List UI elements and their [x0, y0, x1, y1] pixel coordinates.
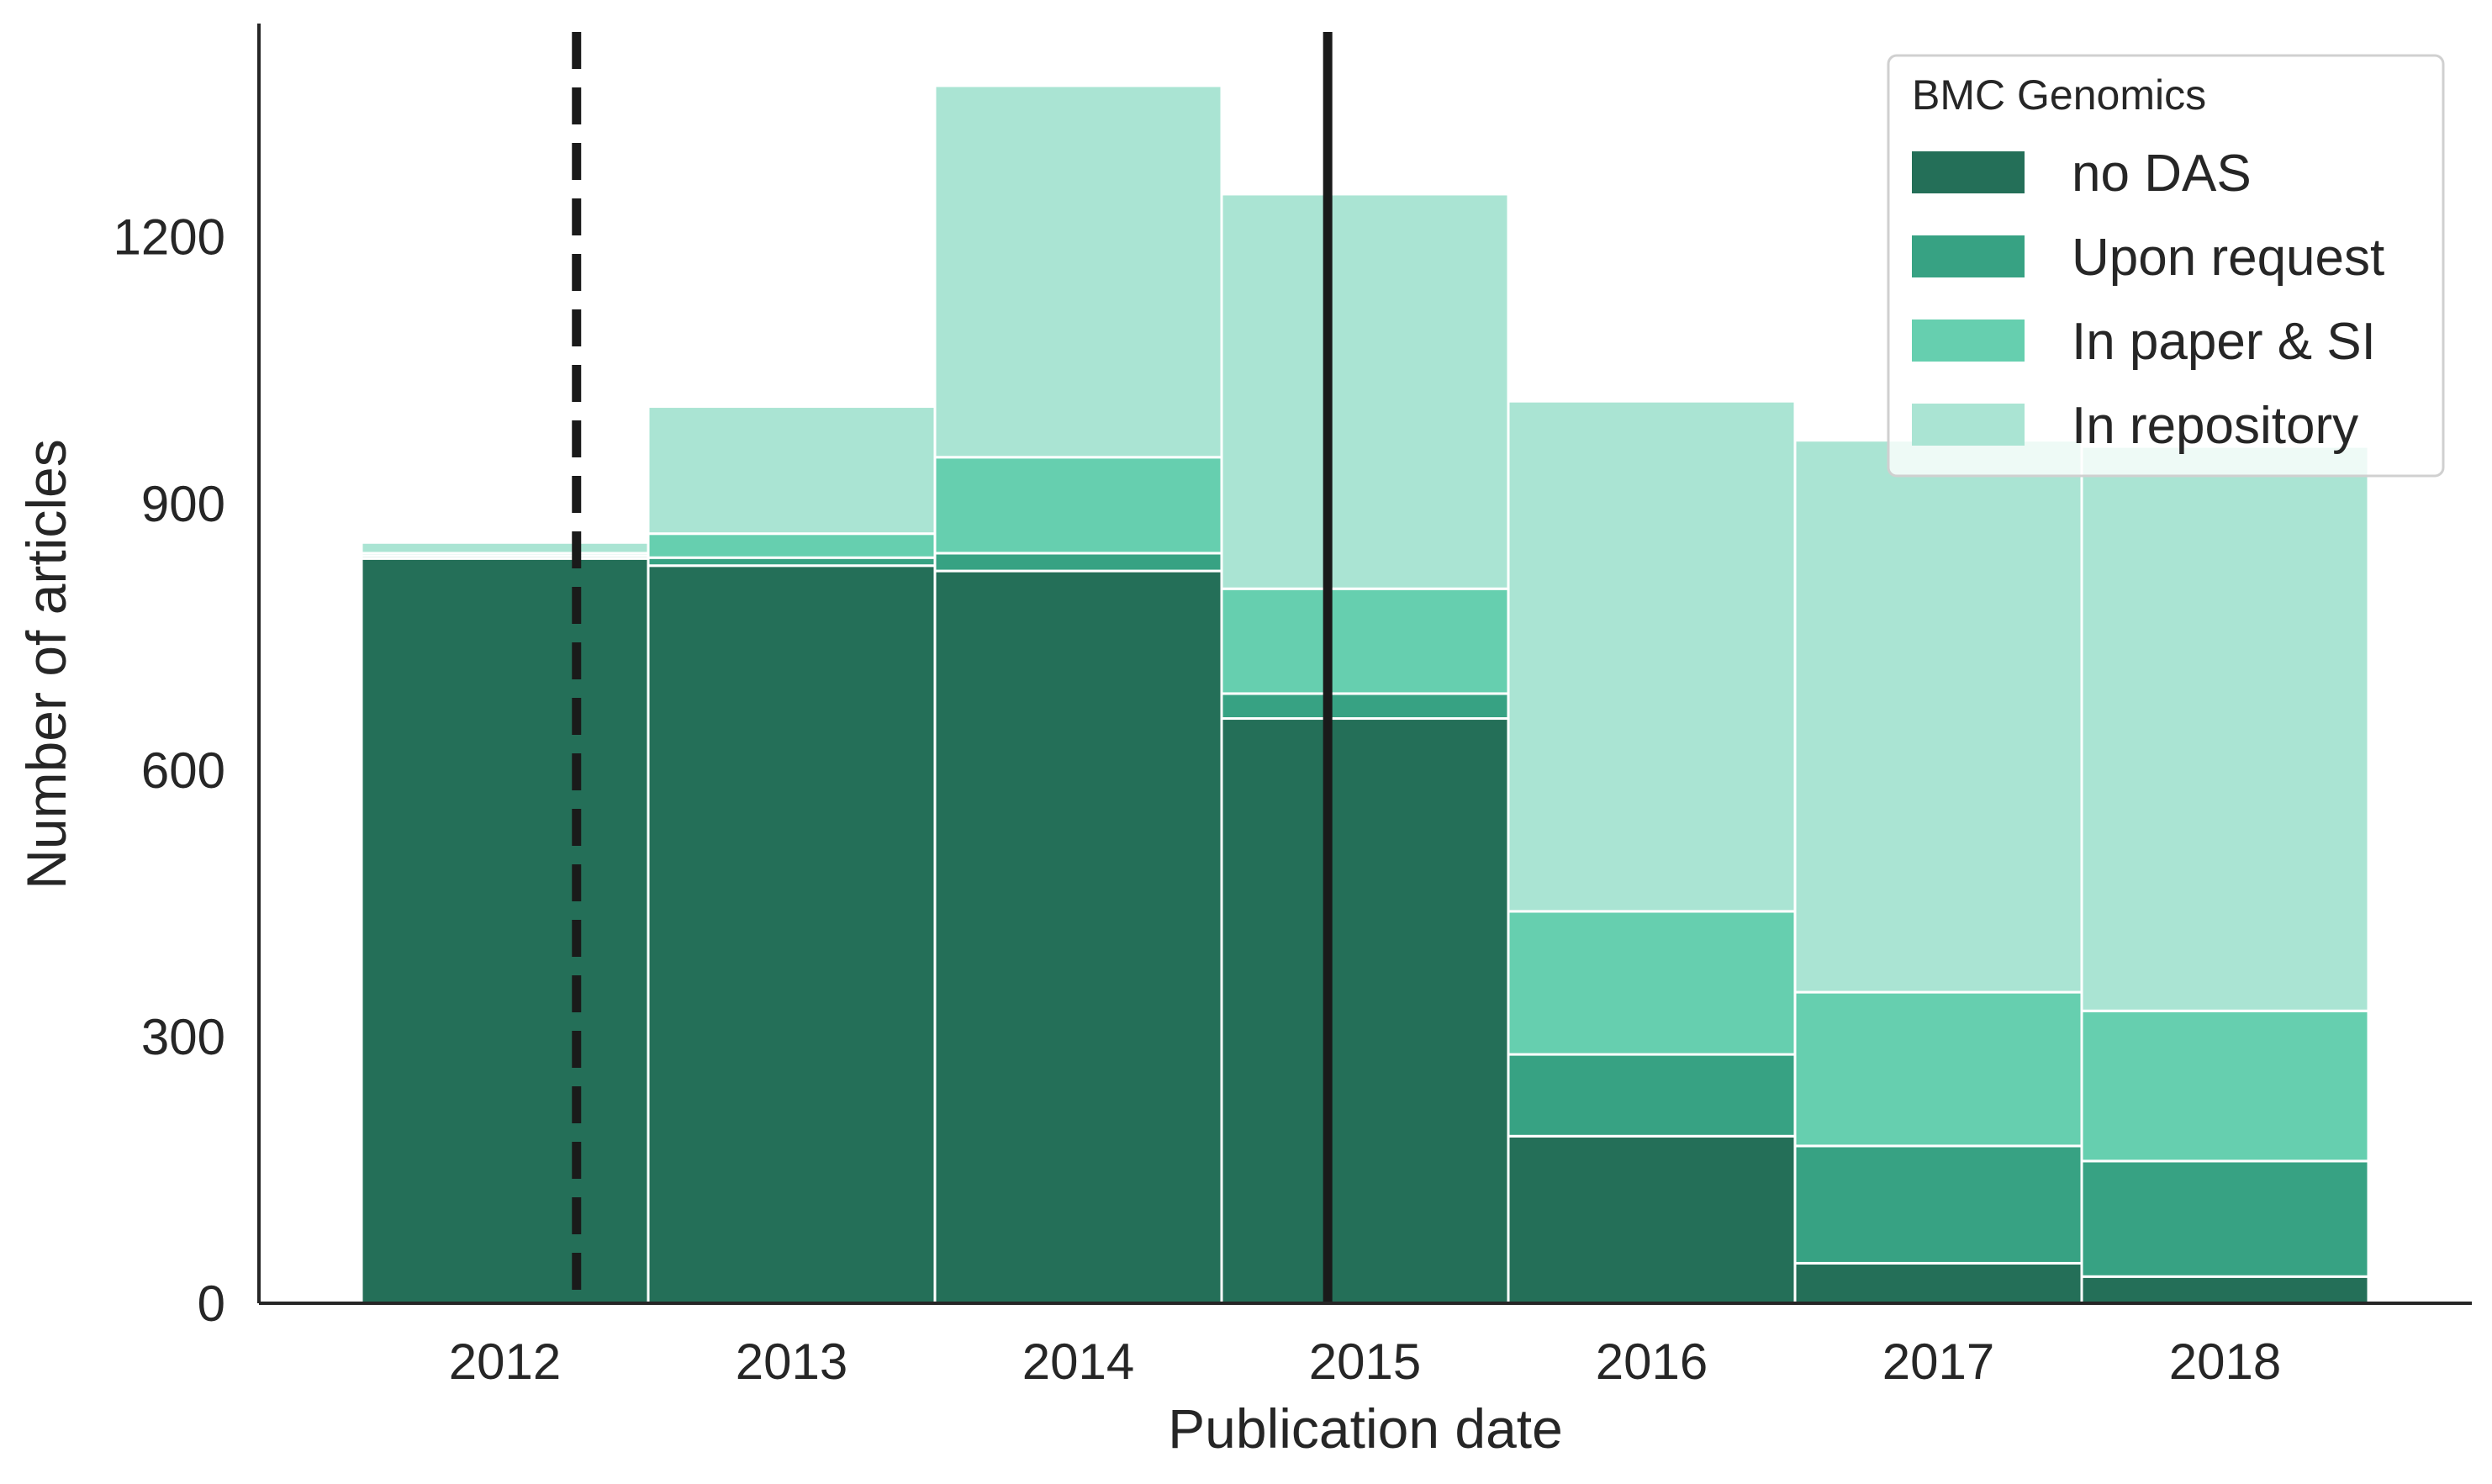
bar-2013-in-repository: [647, 405, 937, 536]
x-tick-label: 2015: [1309, 1333, 1421, 1390]
legend-swatch: [1912, 404, 2025, 446]
bars-group: [360, 84, 2370, 1305]
bar-2018-no-das: [2080, 1275, 2370, 1305]
legend-label: no DAS: [2072, 145, 2252, 203]
y-tick-labels: 0 300 600 900 1200: [114, 209, 225, 1332]
legend-title: BMC Genomics: [1912, 71, 2206, 119]
bar-2015-in-paper-si: [1220, 587, 1510, 695]
bar-2012-no-das: [360, 557, 650, 1305]
bar-2014-upon-request: [933, 552, 1223, 573]
legend-swatch: [1912, 235, 2025, 277]
x-axis-title: Publication date: [1168, 1397, 1563, 1460]
legend-label: Upon request: [2072, 229, 2384, 287]
bar-2016-in-paper-si: [1507, 910, 1797, 1056]
bar-2017-in-repository: [1793, 439, 2083, 994]
bar-2015-in-repository: [1220, 193, 1510, 590]
bar-2015-no-das: [1220, 717, 1510, 1305]
bar-2016-in-repository: [1507, 399, 1797, 913]
x-tick-label: 2018: [2169, 1333, 2281, 1390]
bar-2013-no-das: [647, 564, 937, 1305]
legend-swatch: [1912, 151, 2025, 193]
legend-label: In repository: [2072, 397, 2358, 455]
bar-2014-in-paper-si: [933, 456, 1223, 555]
x-tick-label: 2013: [736, 1333, 847, 1390]
bar-2018-in-paper-si: [2080, 1009, 2370, 1163]
legend: BMC Genomics no DAS Upon request In paper …: [1887, 54, 2445, 478]
bar-2018-in-repository: [2080, 445, 2370, 1012]
x-tick-labels: 2012 2013 2014 2015 2016 2017 2018: [449, 1333, 2281, 1390]
bar-2017-in-paper-si: [1793, 990, 2083, 1148]
bar-2017-upon-request: [1793, 1144, 2083, 1265]
y-tick-label: 300: [141, 1009, 225, 1065]
y-axis-title: Number of articles: [15, 439, 77, 890]
y-tick-label: 600: [141, 742, 225, 799]
reference-lines: [572, 32, 1333, 1303]
bar-2016-upon-request: [1507, 1053, 1797, 1138]
bar-2015-upon-request: [1220, 692, 1510, 721]
bar-2014-no-das: [933, 569, 1223, 1305]
x-tick-label: 2012: [449, 1333, 561, 1390]
y-tick-label: 1200: [114, 209, 225, 266]
bar-2012-in-repository: [360, 541, 650, 555]
bar-2017-no-das: [1793, 1261, 2083, 1305]
legend-label: In paper & SI: [2072, 313, 2376, 371]
legend-frame: [1887, 54, 2445, 478]
x-tick-label: 2014: [1022, 1333, 1134, 1390]
y-tick-label: 900: [141, 476, 225, 532]
bar-2014-in-repository: [933, 84, 1223, 459]
bar-2016-no-das: [1507, 1134, 1797, 1305]
axes: [257, 24, 2472, 1305]
bar-2013-in-paper-si: [647, 532, 937, 559]
bar-2018-upon-request: [2080, 1159, 2370, 1278]
y-tick-label: 0: [198, 1275, 225, 1332]
legend-swatch: [1912, 320, 2025, 362]
x-tick-label: 2017: [1882, 1333, 1994, 1390]
x-tick-label: 2016: [1596, 1333, 1708, 1390]
